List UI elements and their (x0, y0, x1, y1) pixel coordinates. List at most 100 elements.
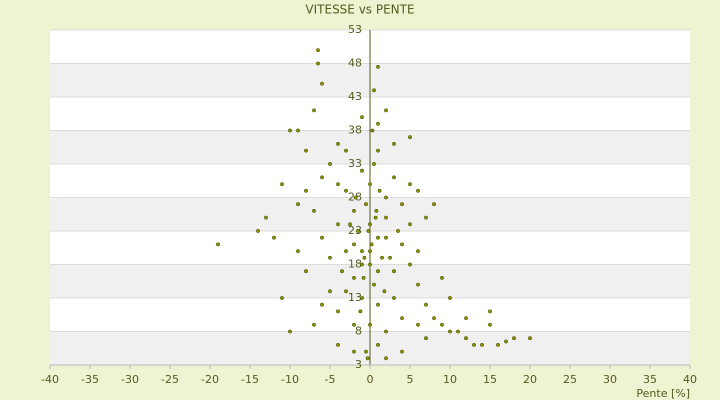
point (352, 349, 356, 354)
point (448, 296, 452, 300)
point (352, 275, 356, 280)
point (360, 168, 364, 173)
point (340, 269, 344, 274)
point (392, 175, 396, 180)
point (384, 235, 388, 240)
point (304, 188, 308, 193)
point (256, 229, 260, 233)
point (316, 48, 320, 53)
point (488, 322, 492, 327)
point (296, 249, 300, 254)
x-tick-label: -40 (41, 373, 59, 386)
x-tick-label: 40 (683, 373, 697, 386)
point (358, 309, 363, 314)
point (376, 64, 380, 69)
point (528, 336, 532, 341)
point (496, 342, 500, 347)
point (280, 182, 284, 187)
point (316, 61, 320, 66)
y-tick-label: 38 (348, 124, 362, 137)
point (408, 222, 412, 227)
point (328, 255, 332, 260)
point (372, 88, 376, 93)
point (464, 316, 468, 321)
point (488, 309, 492, 314)
point (408, 135, 412, 140)
point (400, 242, 404, 247)
point (320, 175, 324, 180)
point (364, 349, 368, 354)
y-tick-label: 13 (348, 291, 362, 304)
point (362, 255, 367, 260)
point (376, 302, 380, 307)
point (512, 336, 516, 341)
point (440, 322, 444, 327)
x-tick-label: 5 (407, 373, 414, 386)
x-tick-label: -25 (161, 373, 179, 386)
point (380, 255, 384, 260)
point (312, 208, 316, 213)
point (336, 342, 340, 347)
x-tick-label: -10 (281, 373, 299, 386)
point (377, 188, 382, 193)
point (464, 336, 468, 341)
y-tick-label: 23 (348, 224, 362, 237)
x-tick-label: -35 (81, 373, 99, 386)
point (344, 188, 348, 193)
point (384, 329, 388, 334)
point (361, 275, 366, 280)
x-tick-label: -5 (325, 373, 336, 386)
x-tick-label: -30 (121, 373, 139, 386)
point (280, 296, 284, 300)
point (264, 215, 268, 220)
point (368, 249, 372, 254)
point (369, 242, 374, 247)
point (368, 222, 372, 227)
point (320, 81, 324, 86)
point (376, 342, 380, 347)
point (304, 269, 308, 274)
point (368, 322, 372, 327)
x-tick-label: -20 (201, 373, 219, 386)
point (336, 309, 340, 314)
point (376, 235, 380, 240)
point (288, 329, 292, 334)
point (360, 249, 364, 254)
point (392, 269, 396, 274)
point (472, 342, 476, 347)
chart-title: VITESSE vs PENTE (305, 3, 414, 17)
point (388, 255, 392, 260)
point (352, 208, 356, 213)
point (336, 222, 340, 227)
point (296, 128, 300, 133)
point (392, 296, 396, 300)
point (336, 182, 340, 187)
point (432, 316, 436, 321)
point (272, 235, 276, 240)
point (328, 289, 332, 294)
point (408, 262, 412, 267)
point (416, 188, 420, 193)
point (344, 289, 348, 294)
point (372, 282, 376, 287)
point (304, 148, 308, 153)
point (374, 208, 379, 213)
point (382, 289, 387, 294)
point (392, 141, 396, 146)
point (368, 262, 372, 267)
point (364, 202, 368, 207)
y-tick-label: 3 (355, 358, 362, 371)
y-tick-label: 18 (348, 258, 362, 271)
point (440, 275, 444, 280)
point (396, 229, 400, 233)
point (408, 182, 412, 187)
x-axis-label: Pente [%] (636, 387, 690, 400)
point (344, 148, 348, 153)
point (384, 108, 388, 113)
point (504, 339, 508, 344)
point (352, 322, 356, 327)
point (360, 296, 364, 300)
point (384, 215, 388, 220)
point (312, 108, 316, 113)
